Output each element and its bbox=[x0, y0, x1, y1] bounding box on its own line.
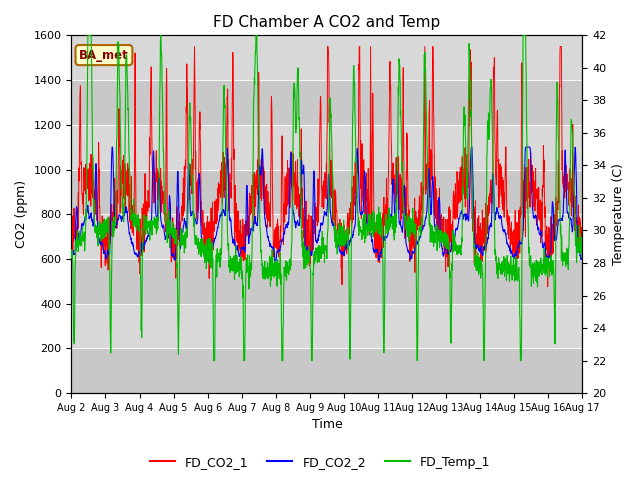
X-axis label: Time: Time bbox=[312, 419, 342, 432]
Bar bbox=[72, 348, 582, 393]
Bar bbox=[72, 125, 582, 169]
Text: BA_met: BA_met bbox=[79, 48, 129, 61]
Title: FD Chamber A CO2 and Temp: FD Chamber A CO2 and Temp bbox=[213, 15, 440, 30]
Bar bbox=[72, 169, 582, 214]
Y-axis label: CO2 (ppm): CO2 (ppm) bbox=[15, 180, 28, 248]
Bar bbox=[72, 304, 582, 348]
Bar bbox=[72, 36, 582, 80]
Y-axis label: Temperature (C): Temperature (C) bbox=[612, 163, 625, 265]
Bar bbox=[72, 214, 582, 259]
Bar bbox=[72, 259, 582, 304]
Bar bbox=[72, 80, 582, 125]
Legend: FD_CO2_1, FD_CO2_2, FD_Temp_1: FD_CO2_1, FD_CO2_2, FD_Temp_1 bbox=[145, 451, 495, 474]
